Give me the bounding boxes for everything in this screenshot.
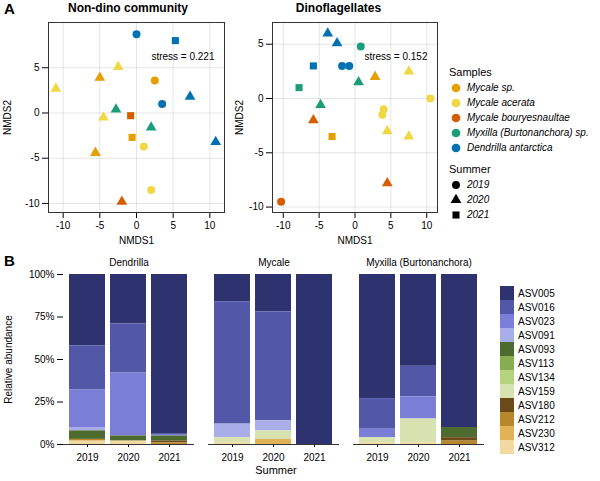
html-text:ASV016: ASV016 [518, 301, 555, 313]
html-text:ASV005: ASV005 [518, 287, 555, 299]
html-text:Summer: Summer [255, 464, 297, 476]
svg-text:NMDS1: NMDS1 [119, 235, 154, 246]
html-text:ASV023: ASV023 [518, 315, 555, 327]
svg-text:stress = 0.221: stress = 0.221 [151, 51, 215, 62]
html-text:ASV091: ASV091 [518, 329, 555, 341]
svg-text:0: 0 [34, 107, 40, 118]
svg-text:NMDS2: NMDS2 [2, 100, 13, 135]
svg-text:-5: -5 [95, 220, 104, 231]
html-text:ASV212: ASV212 [518, 413, 555, 425]
html-text:ASV093: ASV093 [518, 343, 555, 355]
svg-text:stress = 0.152: stress = 0.152 [364, 51, 428, 62]
svg-text:100%: 100% [29, 269, 55, 280]
html-text:Summer: Summer [449, 163, 491, 175]
svg-text:50%: 50% [34, 354, 54, 365]
html-text:ASV159: ASV159 [518, 385, 555, 397]
html-text:ASV134: ASV134 [518, 371, 555, 383]
html-text:Mycale bouryesnaultae: Mycale bouryesnaultae [467, 112, 570, 123]
html-text:ASV230: ASV230 [518, 427, 555, 439]
svg-text:Mycale: Mycale [258, 257, 290, 268]
svg-text:5: 5 [258, 38, 264, 49]
svg-text:5: 5 [388, 220, 394, 231]
html-text:2020: 2020 [467, 194, 490, 205]
svg-text:Dendrilla: Dendrilla [109, 257, 149, 268]
svg-text:2021: 2021 [448, 452, 471, 463]
svg-text:10: 10 [421, 220, 433, 231]
svg-text:-5: -5 [315, 220, 324, 231]
html-text:Dinoflagellates: Dinoflagellates [295, 1, 382, 15]
svg-text:2021: 2021 [303, 452, 326, 463]
svg-text:Relative abundance: Relative abundance [3, 315, 14, 404]
svg-text:2020: 2020 [117, 452, 140, 463]
html-text:Mycale sp.: Mycale sp. [467, 82, 515, 93]
svg-text:5: 5 [170, 220, 176, 231]
svg-text:10: 10 [204, 220, 216, 231]
svg-text:2020: 2020 [262, 452, 285, 463]
svg-text:0%: 0% [40, 439, 55, 450]
html-text:Myxilla (Burtonanchora) sp.: Myxilla (Burtonanchora) sp. [467, 127, 589, 138]
svg-text:-10: -10 [276, 220, 291, 231]
svg-text:5: 5 [34, 62, 40, 73]
svg-text:Myxilla (Burtonanchora): Myxilla (Burtonanchora) [366, 257, 472, 268]
svg-text:-5: -5 [255, 147, 264, 158]
svg-text:NMDS1: NMDS1 [337, 235, 372, 246]
svg-text:-10: -10 [249, 201, 264, 212]
svg-text:0: 0 [258, 93, 264, 104]
html-text:ASV113: ASV113 [518, 357, 554, 369]
svg-text:-10: -10 [56, 220, 71, 231]
html-text:ASV312: ASV312 [518, 441, 555, 453]
svg-text:2019: 2019 [221, 452, 244, 463]
svg-text:25%: 25% [34, 396, 54, 407]
html-text:B: B [4, 252, 15, 269]
html-text:ASV180: ASV180 [518, 399, 555, 411]
svg-text:-10: -10 [25, 198, 40, 209]
html-text:A: A [4, 0, 15, 17]
html-text:Samples: Samples [449, 66, 492, 78]
html-text:2021: 2021 [467, 209, 490, 220]
html-text:2019: 2019 [467, 179, 490, 190]
svg-text:0: 0 [134, 220, 140, 231]
html-text:Dendrilla antarctica: Dendrilla antarctica [467, 142, 553, 153]
svg-text:2019: 2019 [366, 452, 389, 463]
svg-text:2021: 2021 [158, 452, 181, 463]
svg-text:NMDS2: NMDS2 [234, 100, 245, 135]
html-text:Non-dino community: Non-dino community [68, 1, 188, 15]
svg-text:2019: 2019 [76, 452, 99, 463]
svg-text:2020: 2020 [407, 452, 430, 463]
html-text:Mycale acerata: Mycale acerata [467, 97, 535, 108]
svg-text:-5: -5 [31, 152, 40, 163]
svg-text:0: 0 [352, 220, 358, 231]
svg-text:75%: 75% [34, 311, 54, 322]
